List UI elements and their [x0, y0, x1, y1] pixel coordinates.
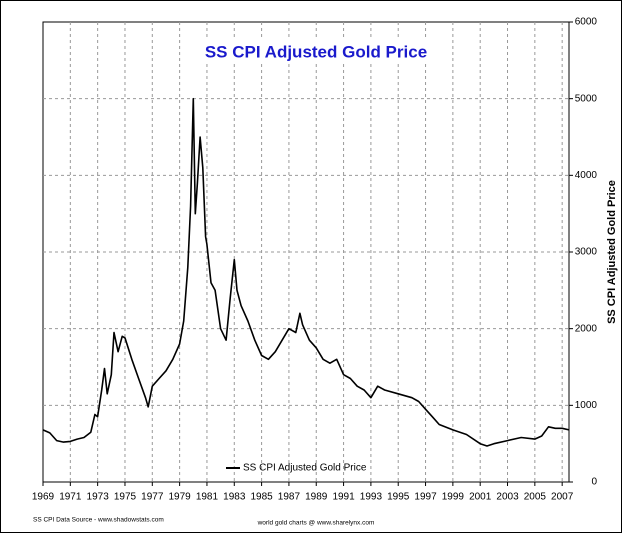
title-box — [205, 40, 427, 64]
y-tick-label: 3000 — [575, 247, 598, 258]
x-tick-label: 1987 — [278, 492, 301, 503]
x-tick-label: 1985 — [250, 492, 273, 503]
chart-title: SS CPI Adjusted Gold Price — [205, 42, 427, 61]
source-note: SS CPI Data Source - www.shadowstats.com — [33, 517, 164, 524]
x-tick-label: 1995 — [387, 492, 410, 503]
y-tick-label: 5000 — [575, 93, 598, 104]
x-tick-label: 1989 — [305, 492, 328, 503]
x-tick-label: 1991 — [332, 492, 355, 503]
x-tick-label: 1993 — [360, 492, 383, 503]
y-tick-label: 0 — [591, 477, 597, 488]
x-tick-label: 1977 — [141, 492, 164, 503]
x-tick-label: 1979 — [168, 492, 191, 503]
credit-note: world gold charts @ www.sharelynx.com — [257, 520, 375, 527]
x-tick-label: 1997 — [414, 492, 437, 503]
y-tick-label: 2000 — [575, 323, 598, 334]
x-tick-label: 1981 — [196, 492, 219, 503]
x-tick-label: 1971 — [59, 492, 82, 503]
x-tick-label: 1975 — [114, 492, 137, 503]
x-tick-label: 1973 — [87, 492, 110, 503]
y-tick-label: 6000 — [575, 17, 598, 28]
x-tick-label: 1999 — [442, 492, 465, 503]
x-tick-label: 2003 — [496, 492, 519, 503]
x-tick-label: 2005 — [524, 492, 547, 503]
y-axis-label: SS CPI Adjusted Gold Price — [606, 180, 618, 324]
x-tick-label: 2007 — [551, 492, 574, 503]
x-tick-label: 2001 — [469, 492, 492, 503]
data-line — [42, 97, 570, 447]
x-tick-label: 1969 — [32, 492, 55, 503]
y-tick-label: 4000 — [575, 170, 598, 181]
y-tick-label: 1000 — [575, 400, 598, 411]
x-tick-label: 1983 — [223, 492, 246, 503]
legend-label: SS CPI Adjusted Gold Price — [243, 463, 367, 474]
